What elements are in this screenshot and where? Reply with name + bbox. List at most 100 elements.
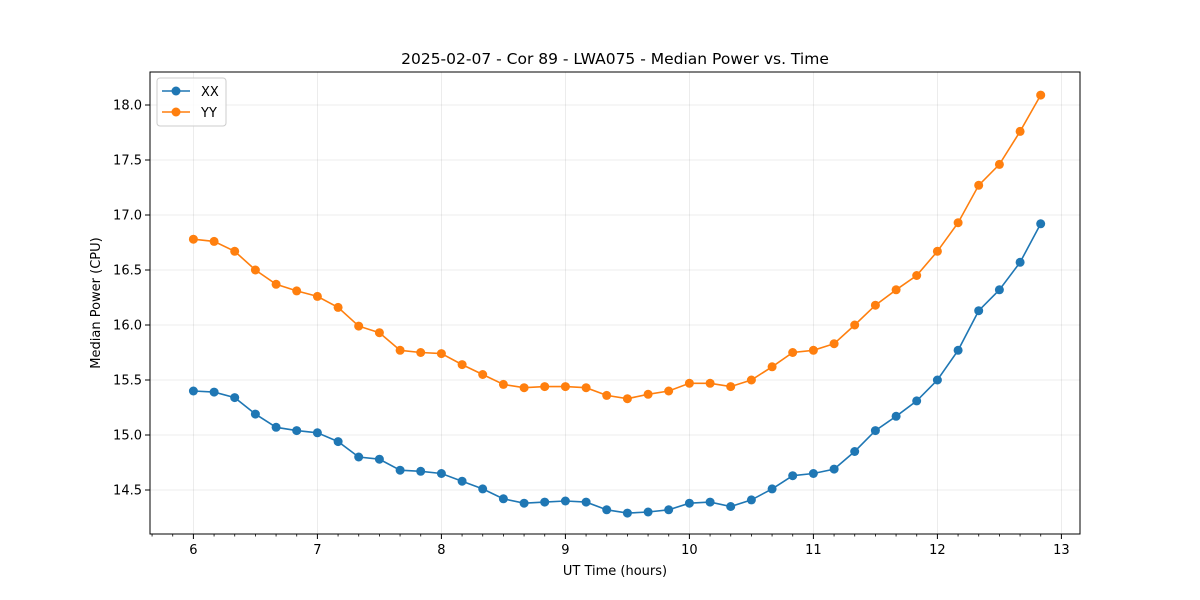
series-yy-point xyxy=(705,378,715,388)
series-xx-point xyxy=(1036,219,1046,229)
series-yy-point xyxy=(312,291,322,301)
series-yy-point xyxy=(209,236,219,246)
series-yy-point xyxy=(416,348,426,357)
series-yy-point xyxy=(333,302,343,312)
grid xyxy=(150,72,1080,534)
series-yy-point xyxy=(953,218,963,228)
series-yy-point xyxy=(622,394,632,404)
series-yy-point xyxy=(912,271,922,280)
x-tick-label: 7 xyxy=(313,543,321,558)
series-xx-point xyxy=(974,306,984,316)
series-xx-point xyxy=(436,469,446,478)
series-xx-point xyxy=(209,387,219,397)
x-tick-label: 6 xyxy=(189,543,197,558)
series-yy-point xyxy=(354,321,364,331)
series-yy-point xyxy=(436,349,446,359)
series-xx-point xyxy=(705,497,715,507)
series-yy-point xyxy=(994,159,1004,169)
series-xx-point xyxy=(478,484,488,494)
series-yy-point xyxy=(726,382,736,392)
series-xx-point xyxy=(953,345,963,355)
x-tick-label: 13 xyxy=(1053,543,1070,558)
series-xx-point xyxy=(891,411,901,421)
y-tick-label: 15.5 xyxy=(113,374,142,389)
legend-yy-label: YY xyxy=(200,106,217,121)
series-xx-point xyxy=(416,466,426,476)
series-yy-point xyxy=(519,383,529,393)
series-xx-point xyxy=(870,426,880,436)
series-xx-point xyxy=(312,428,322,438)
series-xx-point xyxy=(912,396,922,406)
x-tick-label: 12 xyxy=(929,543,946,558)
series-yy-point xyxy=(932,246,942,256)
series-yy-point xyxy=(581,383,591,393)
y-tick-label: 15.0 xyxy=(113,429,142,444)
series-yy-point xyxy=(292,286,302,296)
series-xx-point xyxy=(1015,257,1025,267)
series-xx-point xyxy=(374,454,384,464)
series-xx-point xyxy=(643,507,653,517)
series-xx-point xyxy=(684,498,694,508)
x-tick-label: 11 xyxy=(805,543,822,558)
series-xx-point xyxy=(250,409,260,419)
legend-xx-label: XX xyxy=(201,85,219,100)
series-yy-point xyxy=(250,265,260,275)
series-xx-point xyxy=(850,447,860,456)
series-yy-point xyxy=(560,382,570,392)
series-yy-point xyxy=(746,375,756,385)
series-yy-point xyxy=(478,370,488,379)
series-yy-point xyxy=(808,345,818,355)
series-xx-point xyxy=(395,465,405,475)
series-yy-point xyxy=(643,389,653,399)
series-yy-point xyxy=(664,386,674,396)
series-xx-point xyxy=(808,469,818,478)
series-xx-point xyxy=(829,464,839,474)
series-xx-point xyxy=(746,495,756,505)
series-xx-point xyxy=(932,375,942,385)
series-yy-point xyxy=(230,246,240,256)
series-xx-point xyxy=(540,497,550,507)
legend-yy-marker xyxy=(171,107,181,117)
series-xx-point xyxy=(581,497,591,507)
legend-xx-marker xyxy=(171,86,181,96)
series-xx-point xyxy=(767,484,777,494)
y-tick-label: 17.0 xyxy=(113,209,142,224)
y-tick-label: 18.0 xyxy=(113,99,142,114)
y-tick-label: 17.5 xyxy=(113,154,142,169)
series-yy-point xyxy=(188,234,198,244)
series-yy-point xyxy=(271,279,281,289)
legend: XX YY xyxy=(156,77,227,127)
series-xx-point xyxy=(188,386,198,396)
series-yy-point xyxy=(602,390,612,400)
x-tick-label: 10 xyxy=(681,543,698,558)
x-tick-label: 8 xyxy=(437,543,445,558)
series-xx-point xyxy=(230,393,240,403)
y-tick-label: 16.0 xyxy=(113,319,142,334)
series-xx-point xyxy=(726,502,736,511)
series-xx-point xyxy=(560,496,570,506)
x-axis-label: UT Time (hours) xyxy=(563,564,667,579)
series-xx-point xyxy=(457,476,467,486)
series-xx-point xyxy=(354,452,364,462)
series-yy-point xyxy=(870,300,880,310)
series-yy-point xyxy=(498,379,508,389)
series-yy-point xyxy=(891,285,901,295)
series-yy-point xyxy=(540,382,550,392)
series-yy-point xyxy=(788,348,798,357)
series-yy-point xyxy=(395,345,405,355)
series-yy-point xyxy=(767,362,777,372)
series-xx-point xyxy=(498,494,508,504)
series-yy-point xyxy=(850,320,860,330)
chart-title: 2025-02-07 - Cor 89 - LWA075 - Median Po… xyxy=(401,50,829,68)
series-xx-point xyxy=(788,471,798,481)
series-yy-point xyxy=(974,180,984,190)
series-yy-point xyxy=(457,360,467,370)
series-yy-point xyxy=(684,378,694,388)
series-group xyxy=(188,90,1046,518)
y-tick-label: 14.5 xyxy=(113,484,142,499)
series-xx-point xyxy=(271,422,281,432)
series-xx-point xyxy=(292,426,302,436)
series-xx-point xyxy=(333,437,343,447)
axis-ticks: 6 7 8 9 10 11 12 13 14.5 15.0 15.5 16.0 16.5 17.0 17.5… xyxy=(113,99,1070,559)
